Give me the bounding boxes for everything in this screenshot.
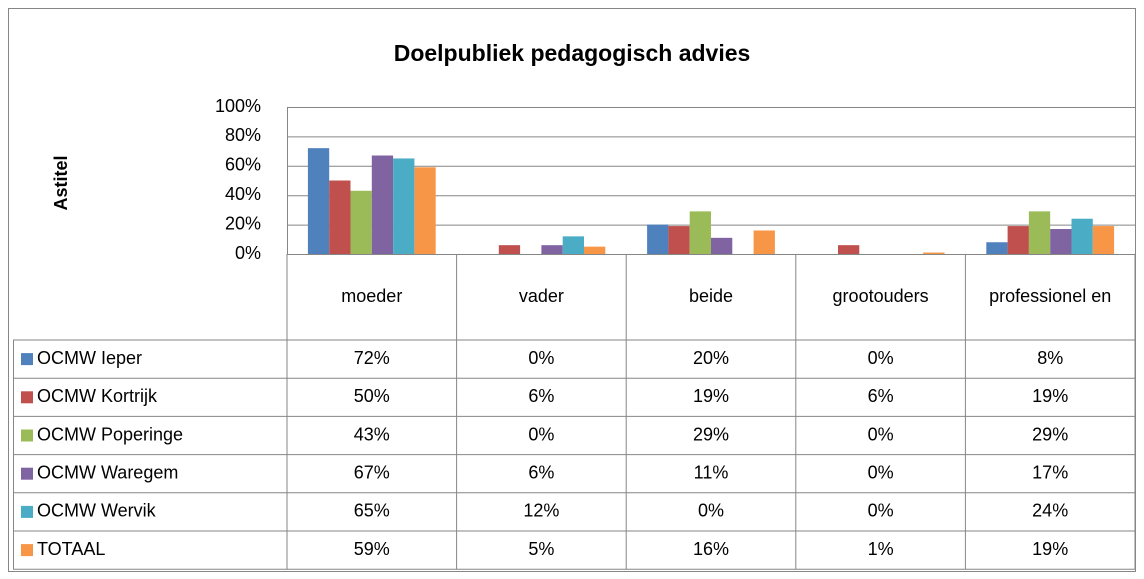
table-value: 16%	[693, 539, 729, 559]
bar	[414, 167, 436, 254]
category-label: professionel en	[989, 286, 1111, 306]
bar	[1028, 211, 1051, 254]
bar	[371, 155, 394, 254]
bar	[1092, 226, 1115, 254]
y-tick-label: 60%	[225, 155, 261, 175]
bar	[350, 190, 372, 254]
table-value: 72%	[354, 348, 390, 368]
bar	[307, 148, 330, 254]
y-tick-label: 20%	[225, 213, 261, 233]
table-value: 20%	[693, 348, 729, 368]
legend-label: TOTAAL	[37, 539, 105, 559]
bar	[393, 158, 415, 254]
bar	[584, 246, 606, 254]
table-value: 19%	[1032, 386, 1068, 406]
table-value: 17%	[1032, 462, 1068, 482]
table-value: 0%	[868, 348, 894, 368]
table-value: 29%	[1032, 424, 1068, 444]
legend-swatch	[21, 544, 33, 557]
table-value: 8%	[1037, 348, 1063, 368]
category-label: grootouders	[833, 286, 929, 306]
bar	[1071, 218, 1093, 254]
table-value: 5%	[528, 539, 554, 559]
chart-title: Doelpubliek pedagogisch advies	[394, 40, 751, 66]
bar	[1050, 229, 1072, 254]
legend-swatch	[21, 429, 33, 442]
category-label: beide	[689, 286, 733, 306]
bar	[711, 237, 733, 254]
legend-label: OCMW Poperinge	[37, 424, 183, 444]
bar	[986, 242, 1008, 254]
table-value: 59%	[354, 539, 390, 559]
bar	[329, 180, 351, 254]
category-label: vader	[519, 286, 564, 306]
table-value: 6%	[528, 462, 554, 482]
table-value: 11%	[694, 462, 729, 482]
legend-swatch	[21, 391, 33, 404]
legend-swatch	[21, 467, 33, 480]
bar	[689, 211, 711, 254]
bar	[562, 236, 584, 254]
table-value: 12%	[523, 501, 559, 521]
bar	[923, 252, 945, 254]
y-tick-label: 80%	[225, 125, 261, 145]
legend-label: OCMW Kortrijk	[37, 386, 158, 406]
legend-label: OCMW Ieper	[37, 348, 142, 368]
chart-border	[8, 8, 1136, 572]
bar	[498, 245, 521, 254]
legend-label: OCMW Waregem	[37, 462, 178, 482]
table-value: 19%	[693, 386, 729, 406]
bar	[753, 230, 775, 254]
table-value: 29%	[693, 424, 729, 444]
table-value: 50%	[354, 386, 390, 406]
bar	[668, 226, 690, 254]
table-value: 24%	[1032, 501, 1068, 521]
table-value: 0%	[528, 424, 554, 444]
legend-swatch	[21, 505, 33, 518]
table-value: 0%	[698, 501, 724, 521]
bar	[838, 245, 860, 254]
table-value: 0%	[528, 348, 554, 368]
table-value: 67%	[354, 462, 390, 482]
table-value: 43%	[354, 424, 390, 444]
y-tick-label: 0%	[235, 243, 261, 263]
table-value: 19%	[1032, 539, 1068, 559]
bar	[541, 245, 563, 254]
bar	[647, 224, 669, 254]
table-value: 0%	[868, 462, 894, 482]
table-value: 0%	[868, 501, 894, 521]
table-value: 65%	[354, 501, 390, 521]
y-axis-label: Astitel	[51, 155, 71, 210]
y-tick-label: 100%	[215, 96, 261, 116]
bar	[1007, 226, 1029, 254]
table-value: 6%	[528, 386, 554, 406]
y-tick-label: 40%	[225, 184, 261, 204]
table-value: 1%	[868, 539, 894, 559]
legend-label: OCMW Wervik	[37, 501, 157, 521]
table-value: 6%	[868, 386, 894, 406]
table-value: 0%	[868, 424, 894, 444]
legend-swatch	[21, 353, 33, 366]
category-label: moeder	[341, 286, 402, 306]
